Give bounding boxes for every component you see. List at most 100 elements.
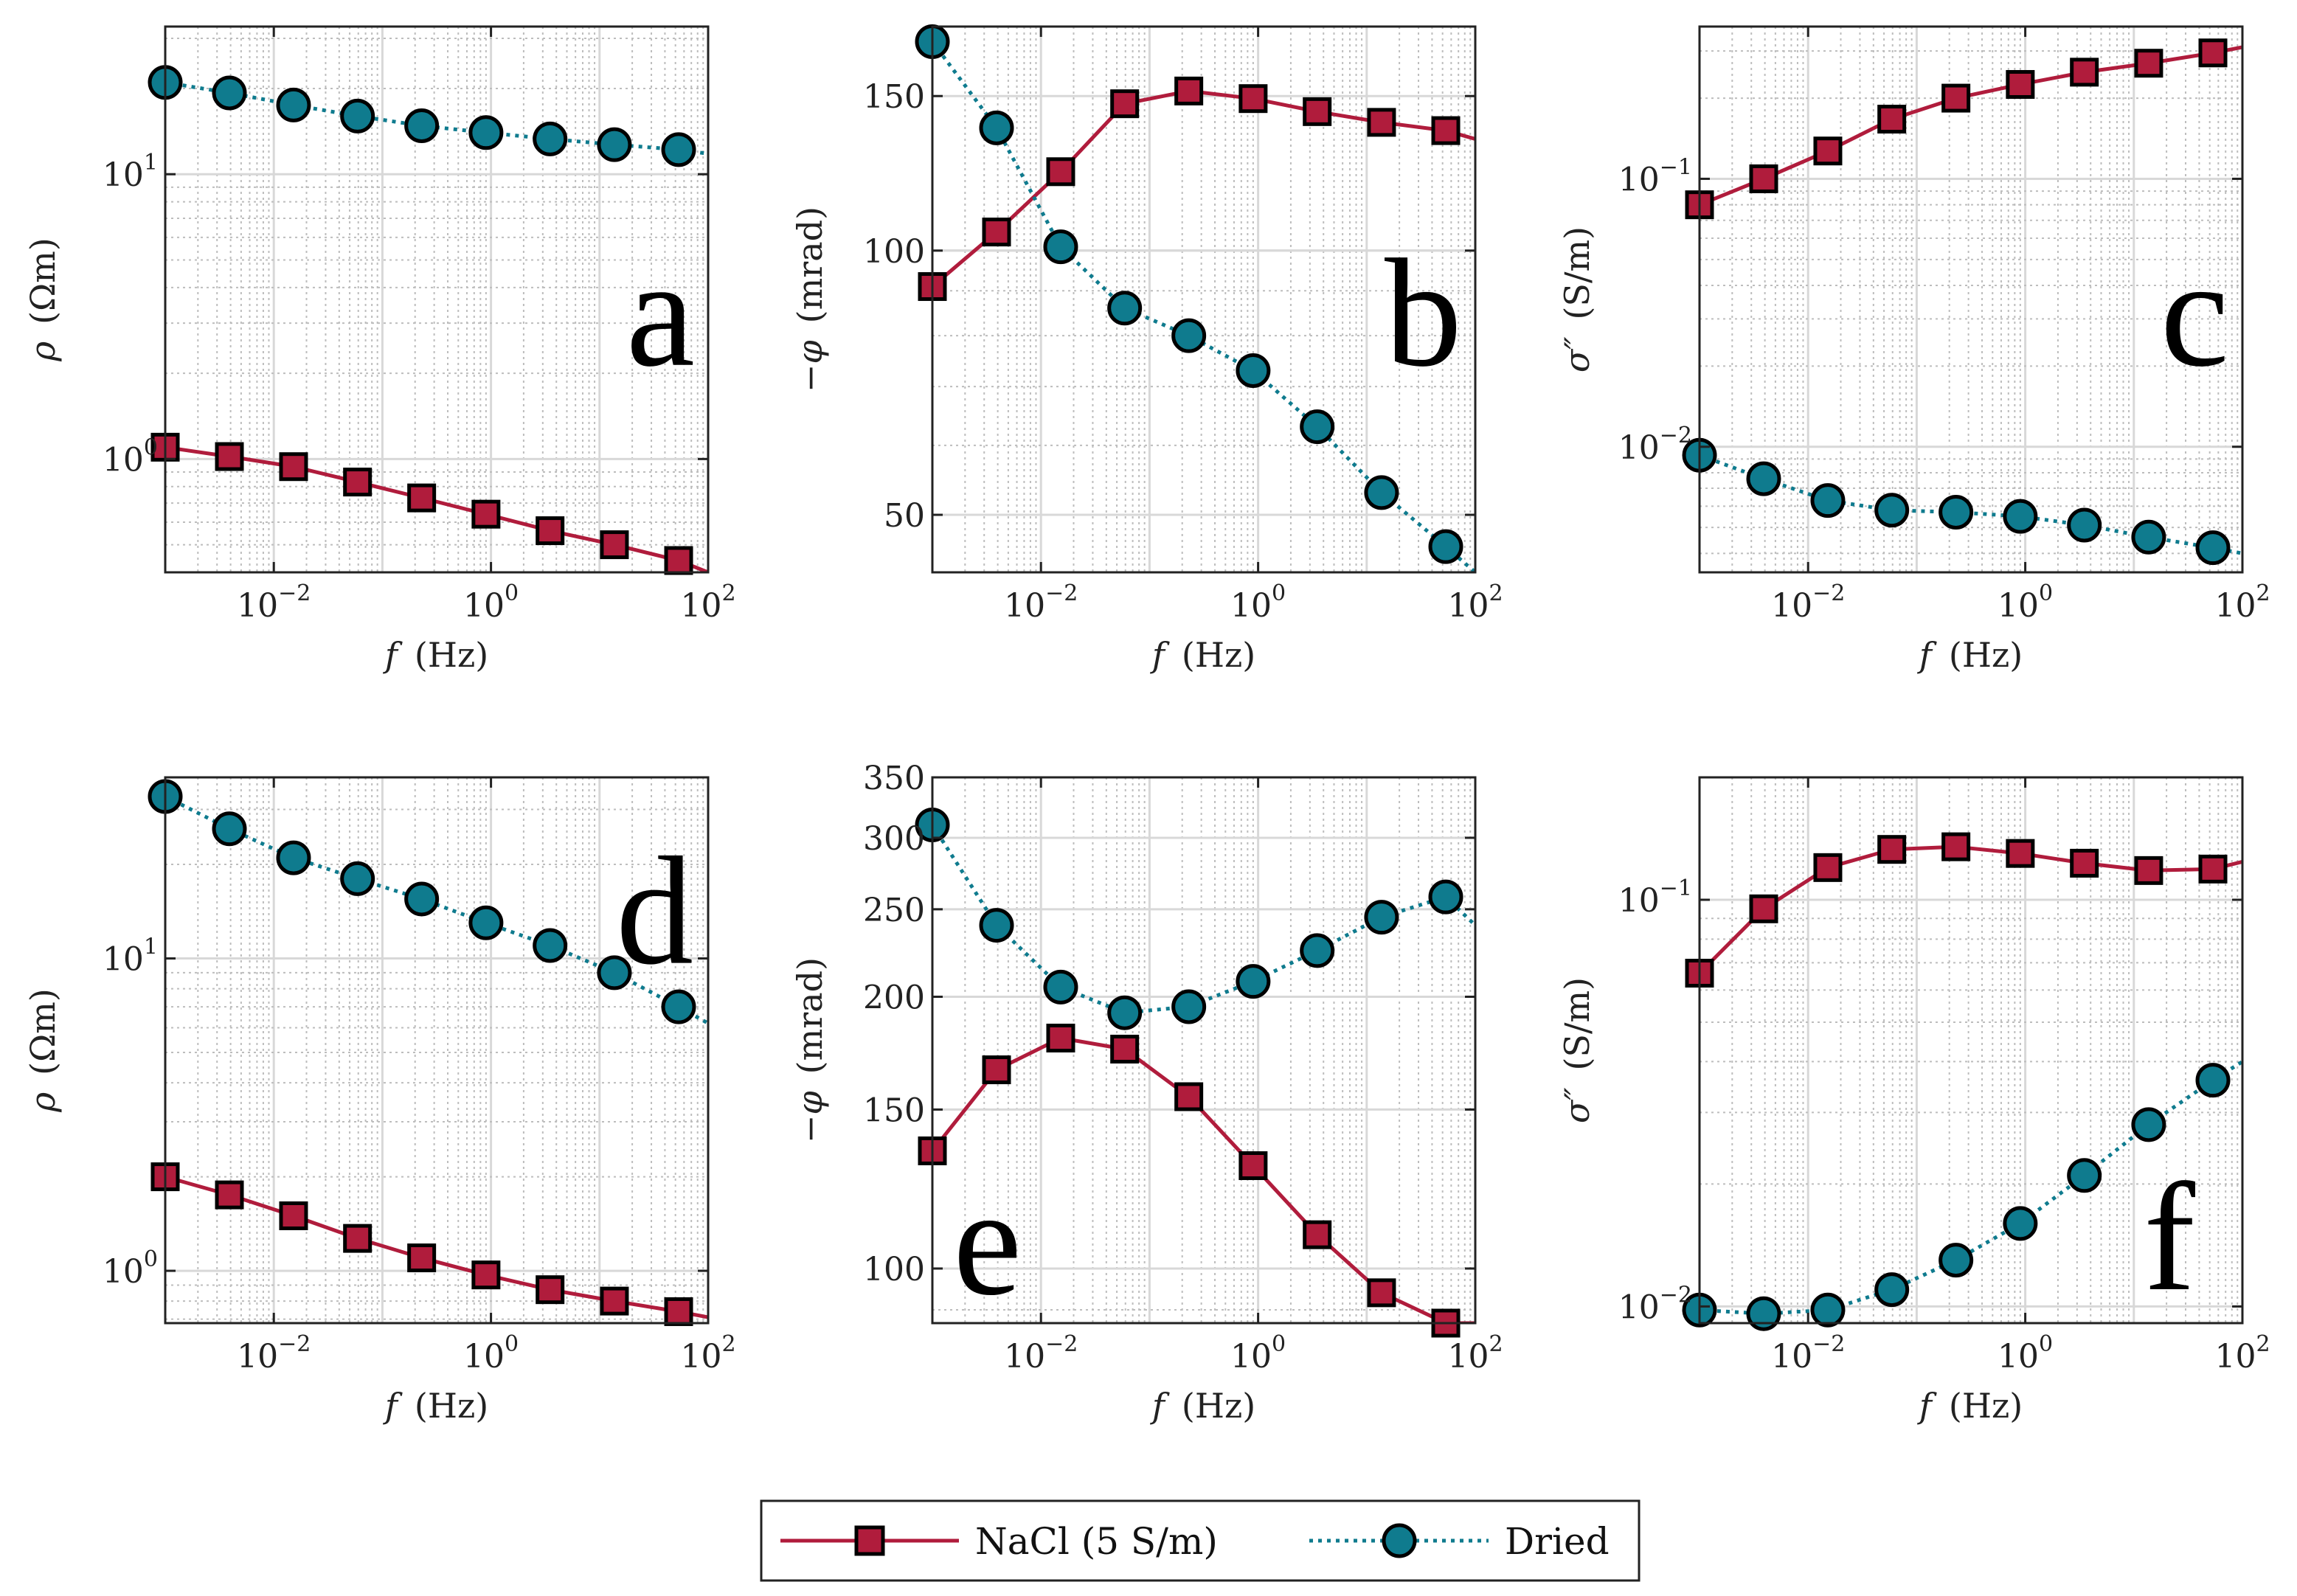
axes-frame xyxy=(931,776,1477,1325)
tick-exponent: −1 xyxy=(1660,875,1692,901)
tick-exponent: −2 xyxy=(1045,580,1078,606)
legend: NaCl (5 S/m) Dried xyxy=(760,1499,1641,1582)
x-tick-label: 100 xyxy=(1230,1331,1286,1375)
tick-base: 10 xyxy=(1618,1288,1660,1326)
series-line-nacl xyxy=(932,89,1475,288)
x-tick-label: 100 xyxy=(1998,580,2053,625)
tick-exponent: 2 xyxy=(1489,1331,1503,1357)
data-point-nacl xyxy=(2198,38,2228,68)
tick-marks xyxy=(1700,27,2244,572)
tick-exponent: −2 xyxy=(278,1331,311,1357)
data-point-nacl xyxy=(1367,108,1396,137)
x-axis-label-unit: (Hz) xyxy=(1932,635,2023,675)
grid xyxy=(1698,27,2244,572)
y-tick-label: 200 xyxy=(863,979,925,1016)
y-tick-label: 101 xyxy=(103,150,158,194)
data-point-dried xyxy=(661,989,696,1024)
data-point-dried xyxy=(1428,879,1463,915)
plot-area xyxy=(932,777,1475,1323)
tick-exponent: 2 xyxy=(721,580,735,606)
tick-base: 10 xyxy=(103,1253,144,1291)
tick-base: 10 xyxy=(1618,161,1660,198)
y-axis-label-symbol: σ″ xyxy=(1557,1087,1597,1123)
legend-nacl-marker xyxy=(854,1525,885,1556)
tick-marks xyxy=(165,27,710,572)
x-axis-label-unit: (Hz) xyxy=(398,635,488,675)
series-area xyxy=(1700,45,2242,555)
data-point-nacl xyxy=(1110,1034,1140,1064)
series-line-nacl xyxy=(1700,45,2242,207)
data-point-dried xyxy=(468,905,504,940)
data-point-dried xyxy=(1939,1243,1974,1278)
x-tick-label: 100 xyxy=(463,580,519,625)
tick-base: 10 xyxy=(2214,587,2256,625)
series-line-dried xyxy=(1700,1060,2242,1316)
tick-base: 10 xyxy=(1618,429,1660,467)
data-point-nacl xyxy=(2134,49,2163,78)
data-point-nacl xyxy=(664,1297,693,1326)
tick-base: 10 xyxy=(1004,587,1045,625)
y-axis-label-symbol: −φ xyxy=(790,340,830,393)
y-tick-label: 100 xyxy=(103,434,158,479)
data-point-dried xyxy=(597,127,632,162)
tick-base: 10 xyxy=(1771,1338,1812,1375)
tick-exponent: −2 xyxy=(1660,423,1692,448)
tick-exponent: −2 xyxy=(1812,1331,1845,1357)
data-point-nacl xyxy=(536,516,565,546)
data-point-dried xyxy=(2131,519,2166,555)
data-point-nacl xyxy=(2006,69,2035,99)
panel-letter: f xyxy=(2144,1152,2195,1323)
tick-base: 10 xyxy=(103,156,144,194)
data-point-dried xyxy=(2195,530,2231,566)
data-point-dried xyxy=(1300,933,1335,968)
data-point-nacl xyxy=(343,1224,373,1253)
x-tick-label: 102 xyxy=(680,1331,735,1375)
data-point-nacl xyxy=(600,530,629,560)
y-tick-label: 250 xyxy=(863,892,925,929)
series-line-nacl xyxy=(165,445,708,572)
tick-base: 10 xyxy=(1230,1338,1272,1375)
y-tick-label: 10−1 xyxy=(1618,875,1692,920)
data-point-dried xyxy=(533,121,568,156)
series-area xyxy=(932,824,1475,1323)
data-point-nacl xyxy=(1813,136,1843,166)
y-axis-label-unit: (mrad) xyxy=(790,207,830,340)
y-tick-label: 101 xyxy=(103,934,158,979)
y-tick-label: 50 xyxy=(884,497,925,535)
x-axis-label-unit: (Hz) xyxy=(1165,1386,1255,1426)
data-point-nacl xyxy=(407,483,437,513)
series-line-dried xyxy=(932,41,1475,572)
data-point-dried xyxy=(979,908,1014,943)
x-tick-label: 10−2 xyxy=(1004,580,1078,625)
data-point-dried xyxy=(661,132,696,167)
y-tick-label: 150 xyxy=(863,1092,925,1129)
data-point-dried xyxy=(2067,507,2102,543)
tick-exponent: 0 xyxy=(2039,1331,2053,1357)
y-axis-label: ρ (Ωm) xyxy=(23,237,63,362)
data-point-dried xyxy=(1810,1292,1846,1328)
data-point-nacl xyxy=(1877,105,1907,134)
data-point-nacl xyxy=(1431,116,1461,145)
data-point-dried xyxy=(468,115,504,150)
tick-base: 10 xyxy=(680,1338,721,1375)
tick-exponent: −2 xyxy=(278,580,311,606)
y-axis-label-symbol: −φ xyxy=(790,1091,830,1144)
tick-exponent: −1 xyxy=(1660,154,1692,180)
legend-dried-label: Dried xyxy=(1505,1520,1610,1563)
x-tick-label: 100 xyxy=(1230,580,1286,625)
data-point-dried xyxy=(1939,494,1974,530)
tick-base: 10 xyxy=(103,441,144,479)
y-tick-label: 10−2 xyxy=(1618,423,1692,467)
tick-marks xyxy=(165,777,710,1323)
tick-base: 10 xyxy=(680,587,721,625)
tick-exponent: 1 xyxy=(144,934,158,960)
y-axis-label-unit: (S/m) xyxy=(1557,226,1597,337)
x-axis-label: f (Hz) xyxy=(1917,1386,2023,1426)
data-point-dried xyxy=(1107,995,1143,1030)
data-point-nacl xyxy=(2134,856,2163,885)
data-point-nacl xyxy=(1367,1278,1396,1308)
axes-frame xyxy=(1698,776,2244,1325)
data-point-nacl xyxy=(2006,839,2035,868)
data-point-nacl xyxy=(471,499,501,529)
